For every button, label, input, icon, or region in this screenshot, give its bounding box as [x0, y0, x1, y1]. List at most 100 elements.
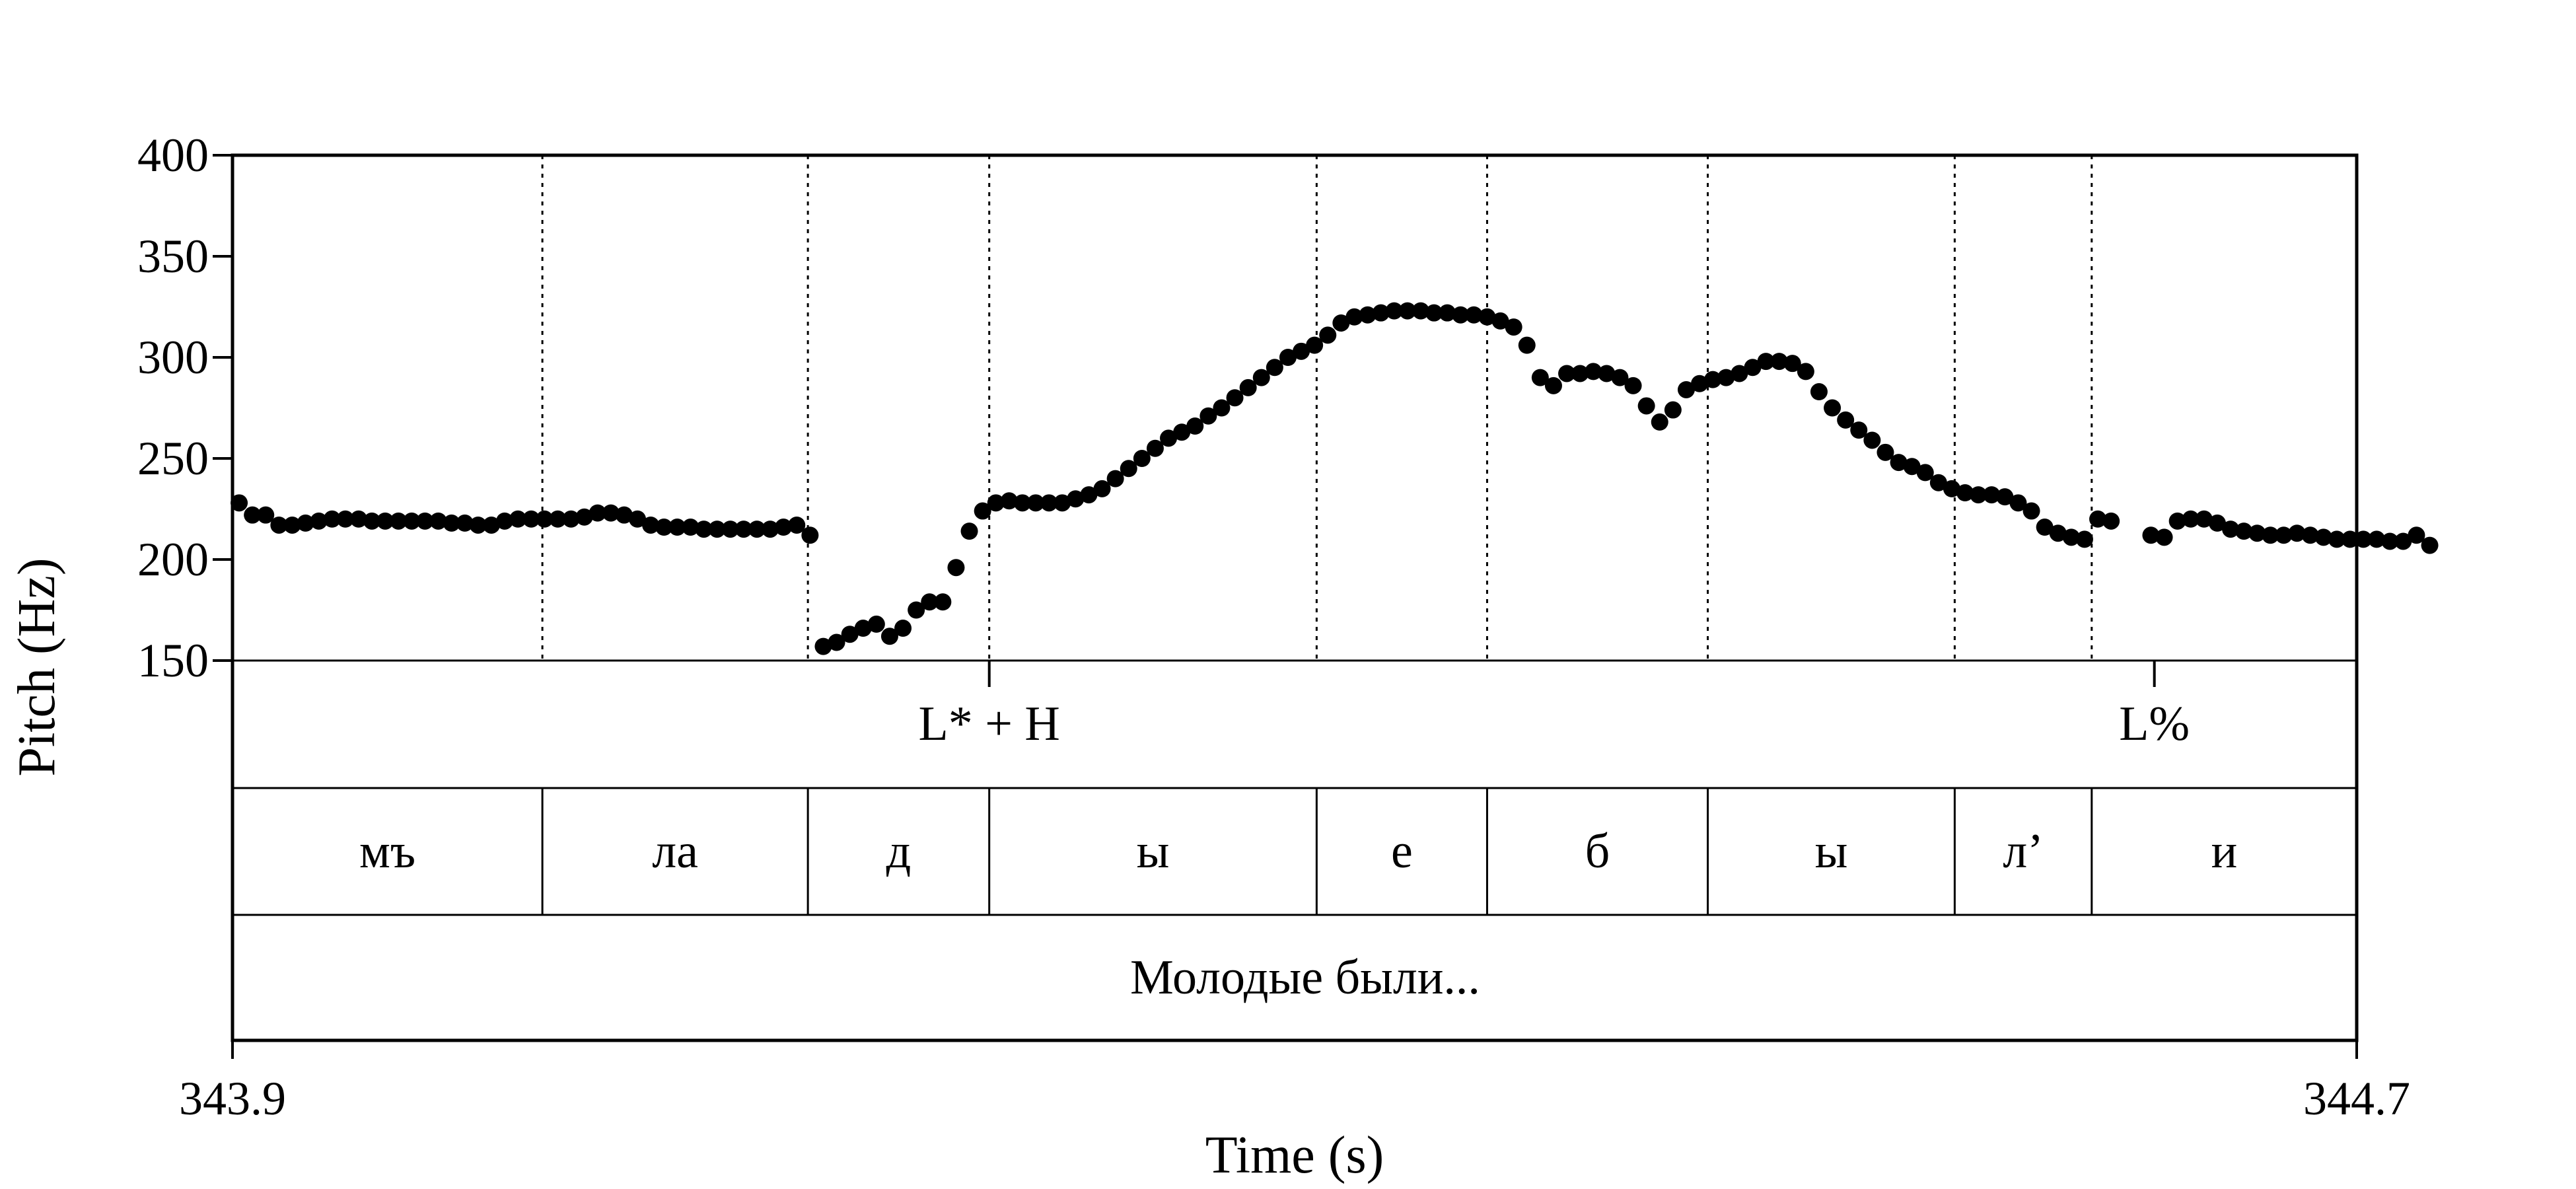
- y-axis-title: Pitch (Hz): [8, 558, 66, 776]
- pitch-point: [1996, 488, 2014, 506]
- pitch-point: [1293, 342, 1310, 360]
- pitch-point: [1332, 314, 1350, 332]
- pitch-point: [682, 519, 699, 536]
- y-tick-label: 300: [137, 331, 209, 384]
- pitch-point: [1850, 421, 1868, 439]
- pitch-point: [629, 510, 647, 528]
- axis-ticks: 150 200 250 300 350 400 343.9 344.7: [137, 129, 2410, 1125]
- pitch-point: [2301, 526, 2319, 544]
- pitch-point: [1518, 336, 1536, 354]
- pitch-point: [1664, 401, 1682, 419]
- pitch-point: [1359, 306, 1377, 324]
- pitch-point: [297, 514, 314, 532]
- pitch-point: [1797, 363, 1814, 380]
- pitch-point: [1837, 411, 1855, 429]
- pitch-point: [1810, 383, 1828, 401]
- pitch-point: [947, 559, 965, 577]
- pitch-point: [1691, 375, 1709, 392]
- pitch-point: [2381, 532, 2399, 550]
- pitch-point: [1133, 450, 1151, 467]
- pitch-point: [575, 508, 593, 526]
- pitch-point: [894, 620, 912, 637]
- pitch-point: [509, 510, 527, 528]
- pitch-point: [1824, 399, 1842, 417]
- pitch-point: [1439, 304, 1456, 322]
- annotation-tiers: L* + H L% мъ ла д ы е б ы л’ и Молодые были...: [359, 661, 2237, 1005]
- pitch-point: [668, 519, 686, 536]
- pitch-point: [2328, 530, 2345, 548]
- pitch-point: [734, 521, 752, 538]
- pitch-point: [522, 510, 540, 528]
- pitch-point: [2022, 502, 2040, 520]
- pitch-point: [2155, 528, 2173, 546]
- pitch-point: [2421, 536, 2439, 554]
- pitch-point: [880, 628, 898, 645]
- pitch-point: [1770, 353, 1788, 371]
- pitch-point: [1173, 423, 1191, 441]
- pitch-point: [1651, 413, 1668, 431]
- segment-label: б: [1585, 824, 1610, 879]
- pitch-point: [469, 516, 487, 534]
- pitch-point: [615, 506, 633, 524]
- pitch-point: [2341, 530, 2359, 548]
- pitch-point: [1252, 369, 1270, 386]
- pitch-point: [801, 526, 819, 544]
- pitch-point: [1916, 464, 1934, 482]
- pitch-point: [416, 512, 434, 530]
- pitch-point: [549, 510, 567, 528]
- pitch-point: [2248, 524, 2266, 542]
- pitch-point: [1160, 429, 1178, 447]
- y-tick-label: 350: [137, 230, 209, 283]
- pitch-point: [1239, 378, 1257, 396]
- pitch-point: [1970, 486, 1987, 504]
- segment-label: ы: [1137, 824, 1170, 879]
- pitch-point: [987, 494, 1005, 512]
- pitch-point: [2222, 521, 2240, 538]
- pitch-point: [1120, 460, 1137, 478]
- pitch-point: [429, 512, 447, 530]
- pitch-point: [283, 516, 301, 534]
- pitch-point: [2142, 526, 2160, 544]
- pitch-point: [1067, 490, 1085, 508]
- pitch-point: [1478, 308, 1496, 326]
- pitch-point: [323, 510, 341, 528]
- pitch-point: [589, 504, 606, 522]
- pitch-point: [2275, 526, 2293, 544]
- x-tick-label: 344.7: [2303, 1072, 2410, 1125]
- pitch-point: [1637, 397, 1655, 415]
- pitch-point: [814, 637, 832, 655]
- pitch-point: [1677, 380, 1695, 398]
- pitch-point: [2394, 532, 2412, 550]
- pitch-point: [748, 521, 766, 538]
- pitch-point: [1611, 369, 1629, 386]
- pitch-point: [921, 593, 939, 611]
- boundary-gridlines: [541, 155, 2093, 661]
- segment-label: ы: [1815, 824, 1848, 879]
- pitch-point: [642, 516, 660, 534]
- pitch-point: [1093, 480, 1111, 497]
- pitch-point: [1624, 377, 1642, 394]
- pitch-point: [2408, 526, 2425, 544]
- pitch-point: [788, 516, 806, 534]
- pitch-point: [960, 522, 978, 540]
- pitch-point: [1863, 431, 1881, 449]
- pitch-point: [1027, 494, 1045, 512]
- pitch-point: [2062, 528, 2080, 546]
- pitch-point: [1531, 369, 1549, 386]
- pitch-point: [1425, 304, 1443, 322]
- pitch-point: [257, 506, 275, 524]
- pitch-point: [2168, 512, 2186, 530]
- pitch-point: [1903, 458, 1921, 476]
- pitch-point: [708, 521, 726, 538]
- pitch-point: [1544, 377, 1562, 394]
- pitch-point: [1717, 369, 1735, 386]
- pitch-point: [2089, 510, 2107, 528]
- pitch-point: [376, 512, 394, 530]
- pitch-point: [482, 516, 500, 534]
- y-tick-label: 150: [137, 634, 209, 687]
- pitch-point: [1929, 474, 1947, 491]
- pitch-point: [841, 626, 859, 643]
- pitch-point: [310, 512, 328, 530]
- pitch-point: [231, 494, 248, 512]
- pitch-point: [934, 593, 952, 611]
